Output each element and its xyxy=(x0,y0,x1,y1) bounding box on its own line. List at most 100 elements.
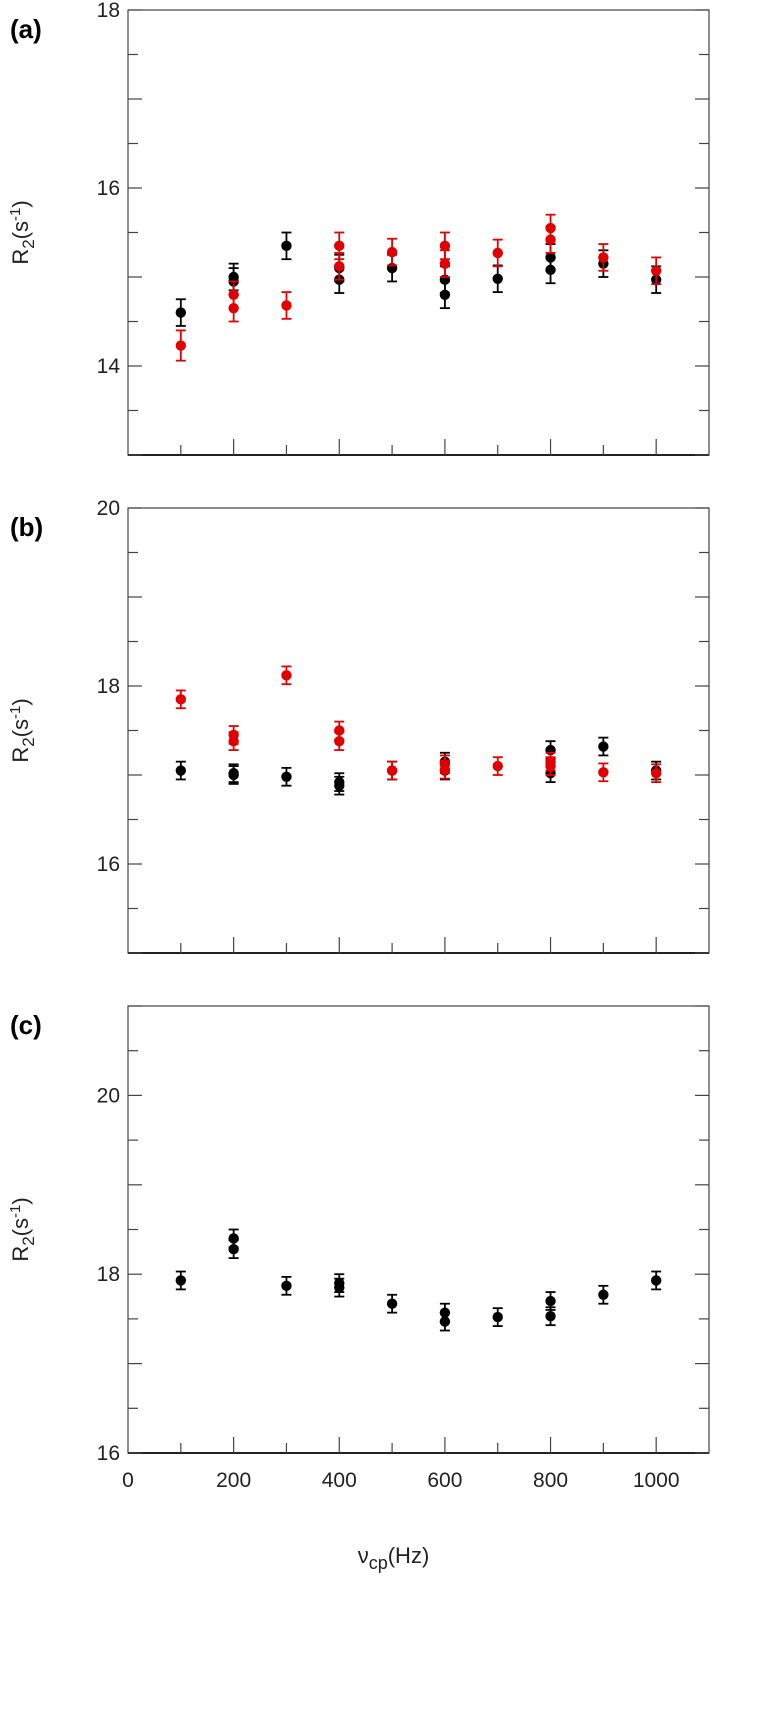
marker xyxy=(334,261,345,272)
data-point xyxy=(439,759,451,780)
y-tick-label-18: 18 xyxy=(97,675,120,698)
marker xyxy=(281,670,292,681)
plot-frame xyxy=(127,1005,710,1454)
data-point xyxy=(650,1270,662,1291)
data-point xyxy=(228,731,239,751)
panel-label: (a) xyxy=(10,14,42,44)
marker xyxy=(545,1311,556,1322)
data-point xyxy=(650,256,662,286)
marker xyxy=(334,735,345,747)
marker xyxy=(439,1316,451,1327)
data-point xyxy=(650,763,662,784)
marker xyxy=(650,768,662,779)
marker xyxy=(492,760,503,772)
marker xyxy=(650,265,662,276)
y-axis-label: R2(s-1) xyxy=(7,1197,38,1261)
marker xyxy=(492,273,503,284)
marker xyxy=(650,1275,662,1286)
marker xyxy=(439,289,451,300)
panel-b: 16 18 20 (b) R2(s-1) xyxy=(7,497,710,954)
data-point xyxy=(439,280,451,310)
data-point xyxy=(228,765,239,785)
data-point xyxy=(175,1270,187,1291)
data-point xyxy=(228,293,239,323)
data-point xyxy=(439,1311,451,1332)
data-point xyxy=(492,238,503,268)
marker xyxy=(492,247,503,259)
x-tick-label-800: 800 xyxy=(533,1469,568,1492)
marker xyxy=(545,760,556,772)
marker xyxy=(175,307,187,318)
data-point xyxy=(334,252,345,281)
data-point xyxy=(545,225,556,254)
x-axis-label: νcp(Hz) xyxy=(358,1543,430,1573)
data-point xyxy=(281,766,292,787)
data-point xyxy=(281,231,292,261)
data-point xyxy=(228,1239,239,1260)
y-tick-label-18: 18 xyxy=(97,1263,120,1286)
data-point xyxy=(175,329,187,362)
marker xyxy=(598,1289,609,1300)
marker xyxy=(228,1243,239,1255)
data-point xyxy=(598,1284,609,1305)
marker xyxy=(175,765,187,776)
marker xyxy=(439,764,451,775)
marker xyxy=(334,780,345,791)
marker xyxy=(228,735,239,747)
panel-label: (b) xyxy=(10,512,43,542)
marker xyxy=(598,741,609,752)
data-point xyxy=(545,1306,556,1327)
marker xyxy=(386,1298,398,1309)
marker xyxy=(439,258,451,269)
data-point xyxy=(386,760,398,781)
marker xyxy=(281,240,292,252)
panel-label: (c) xyxy=(10,1010,42,1040)
data-point xyxy=(386,1293,398,1314)
marker xyxy=(281,771,292,782)
marker xyxy=(492,1311,503,1323)
marker xyxy=(545,264,556,276)
marker xyxy=(175,340,187,351)
data-point xyxy=(175,689,187,710)
y-axis-label: R2(s-1) xyxy=(7,698,38,762)
marker xyxy=(281,1280,292,1292)
marker xyxy=(228,769,239,781)
y-tick-label-20: 20 xyxy=(97,1084,120,1107)
data-point xyxy=(386,237,398,267)
marker xyxy=(228,302,239,314)
x-tick-label-0: 0 xyxy=(122,1469,134,1492)
y-tick-label-14: 14 xyxy=(97,355,121,378)
marker xyxy=(175,1275,187,1286)
data-point xyxy=(334,1277,345,1298)
data-point xyxy=(175,760,187,781)
data-point xyxy=(545,756,556,776)
marker xyxy=(386,246,398,258)
marker xyxy=(386,765,398,776)
marker xyxy=(334,1282,345,1293)
y-tick-label-16: 16 xyxy=(97,177,120,200)
data-point xyxy=(334,775,345,796)
data-point xyxy=(281,1275,292,1296)
data-point xyxy=(492,1307,503,1327)
y-tick-label-16: 16 xyxy=(97,1442,120,1465)
x-tick-label-600: 600 xyxy=(427,1469,462,1492)
marker xyxy=(598,767,609,778)
x-tick-label-1000: 1000 xyxy=(633,1469,680,1492)
plot-frame xyxy=(127,9,710,456)
marker xyxy=(334,240,345,252)
x-tick-label-400: 400 xyxy=(322,1469,357,1492)
marker xyxy=(439,240,451,252)
data-point xyxy=(545,255,556,285)
data-point xyxy=(492,756,503,776)
data-point xyxy=(598,762,609,783)
data-point xyxy=(598,243,609,272)
y-tick-label-18: 18 xyxy=(97,0,120,22)
marker xyxy=(545,234,556,245)
data-point xyxy=(281,291,292,320)
marker xyxy=(281,300,292,311)
data-point xyxy=(439,249,451,278)
data-point xyxy=(598,736,609,757)
panel-a: 14 16 18 (a) R2(s-1) xyxy=(7,0,710,456)
